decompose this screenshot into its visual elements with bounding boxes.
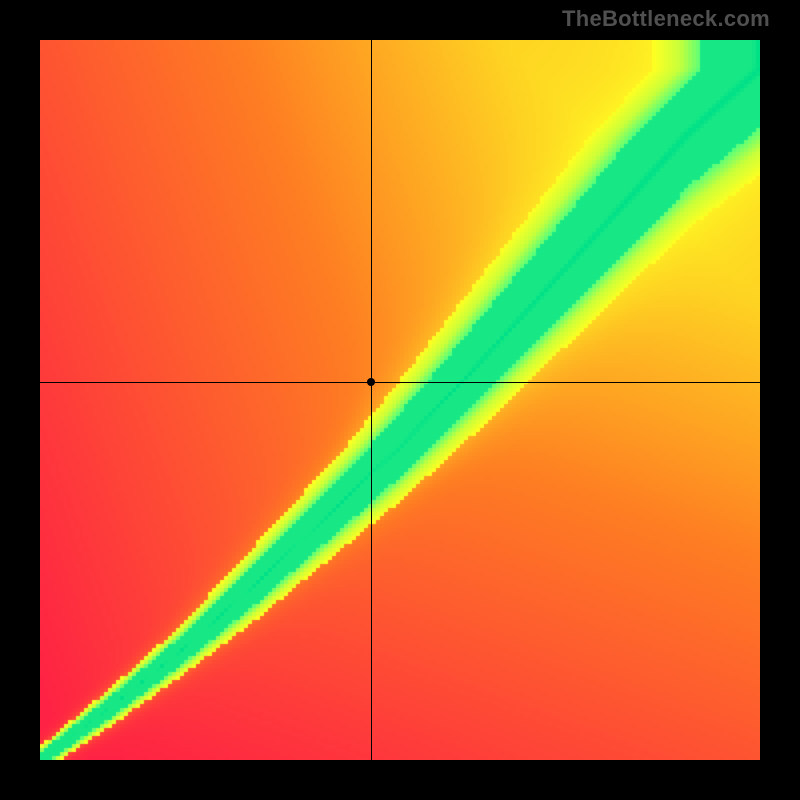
crosshair-vertical: [371, 40, 372, 760]
crosshair-horizontal: [40, 382, 760, 383]
plot-area: [40, 40, 760, 760]
chart-container: TheBottleneck.com: [0, 0, 800, 800]
heatmap-canvas: [40, 40, 760, 760]
crosshair-marker-dot: [367, 378, 375, 386]
watermark-text: TheBottleneck.com: [562, 6, 770, 32]
